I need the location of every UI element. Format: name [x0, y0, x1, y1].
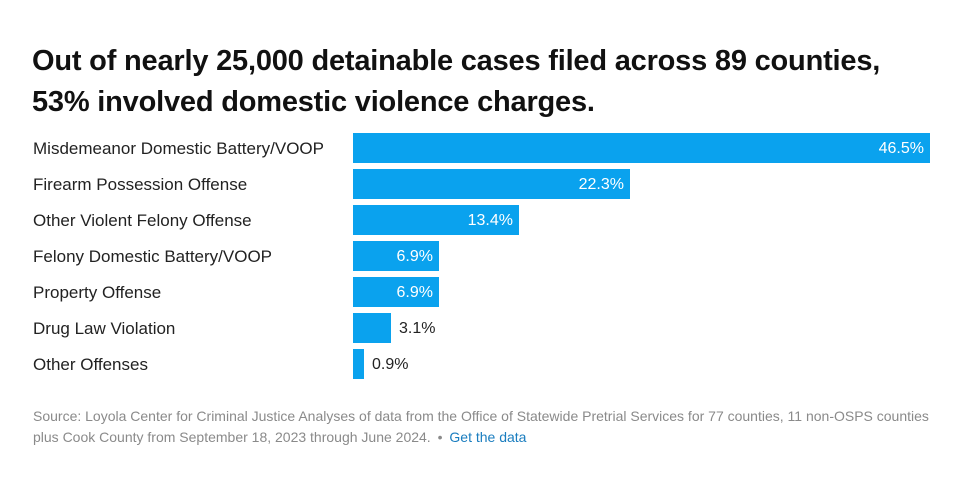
bar	[353, 169, 630, 199]
bar-value-label: 22.3%	[578, 176, 624, 193]
bar	[353, 241, 439, 271]
bar-value-label: 46.5%	[878, 140, 924, 157]
source-separator: •	[437, 429, 443, 445]
bar-value-label: 3.1%	[399, 320, 436, 337]
category-label: Misdemeanor Domestic Battery/VOOP	[33, 139, 324, 158]
category-label: Drug Law Violation	[33, 319, 176, 338]
bar-value-label: 13.4%	[467, 212, 513, 229]
get-the-data-link[interactable]: Get the data	[449, 429, 527, 445]
bar-value-label: 6.9%	[396, 248, 433, 265]
category-label: Other Offenses	[33, 355, 148, 374]
bar	[353, 205, 519, 235]
category-label: Felony Domestic Battery/VOOP	[33, 247, 273, 266]
category-label: Property Offense	[33, 283, 162, 302]
category-label: Firearm Possession Offense	[33, 175, 248, 194]
bar	[353, 277, 439, 307]
category-label: Other Violent Felony Offense	[33, 211, 252, 230]
chart-title: Out of nearly 25,000 detainable cases fi…	[32, 45, 881, 118]
bar	[353, 133, 930, 163]
source-text: Source: Loyola Center for Criminal Justi…	[33, 408, 929, 445]
source-note: Source: Loyola Center for Criminal Justi…	[33, 406, 943, 448]
bar	[353, 349, 364, 379]
bar-value-label: 6.9%	[396, 284, 433, 301]
bar-value-label: 0.9%	[372, 356, 409, 373]
bar	[353, 313, 391, 343]
